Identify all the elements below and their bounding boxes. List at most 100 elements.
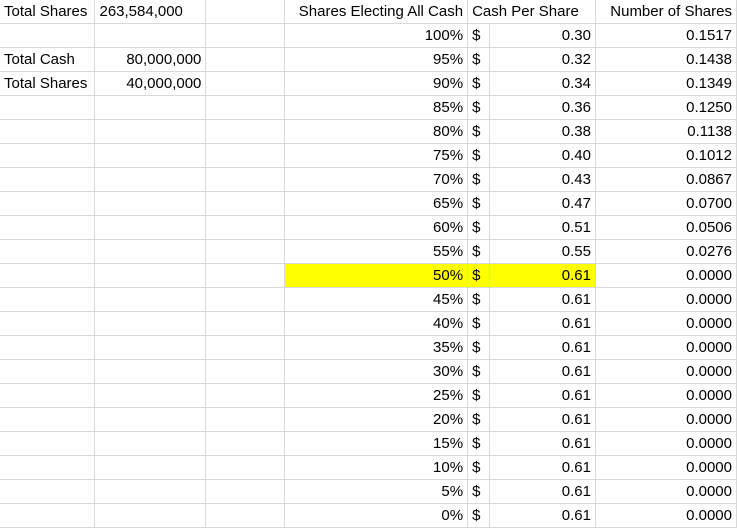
empty-cell[interactable] bbox=[94, 479, 207, 504]
total-cash-value[interactable]: 80,000,000 bbox=[94, 47, 207, 72]
currency-cell[interactable]: $ bbox=[467, 479, 491, 504]
pct-cell[interactable]: 45% bbox=[284, 287, 469, 312]
pct-cell[interactable]: 95% bbox=[284, 47, 469, 72]
empty-cell[interactable] bbox=[205, 407, 286, 432]
pct-cell[interactable]: 25% bbox=[284, 383, 469, 408]
number-of-shares-cell[interactable]: 0.0000 bbox=[595, 359, 737, 384]
cash-per-share-cell[interactable]: 0.61 bbox=[489, 311, 596, 336]
empty-cell[interactable] bbox=[94, 95, 207, 120]
empty-cell[interactable] bbox=[205, 239, 286, 264]
pct-cell[interactable]: 30% bbox=[284, 359, 469, 384]
empty-cell[interactable] bbox=[94, 503, 207, 528]
number-of-shares-cell[interactable]: 0.0000 bbox=[595, 503, 737, 528]
number-of-shares-cell[interactable]: 0.1438 bbox=[595, 47, 737, 72]
empty-cell[interactable] bbox=[205, 119, 286, 144]
empty-cell[interactable] bbox=[0, 503, 96, 528]
currency-cell[interactable]: $ bbox=[467, 215, 491, 240]
empty-cell[interactable] bbox=[0, 479, 96, 504]
cash-per-share-cell[interactable]: 0.61 bbox=[489, 263, 596, 288]
number-of-shares-cell[interactable]: 0.0000 bbox=[595, 287, 737, 312]
empty-cell[interactable] bbox=[0, 359, 96, 384]
pct-cell[interactable]: 100% bbox=[284, 23, 469, 48]
cash-per-share-cell[interactable]: 0.47 bbox=[489, 191, 596, 216]
empty-cell[interactable] bbox=[0, 95, 96, 120]
number-of-shares-cell[interactable]: 0.0000 bbox=[595, 455, 737, 480]
number-of-shares-cell[interactable]: 0.0000 bbox=[595, 383, 737, 408]
currency-cell[interactable]: $ bbox=[467, 167, 491, 192]
empty-cell[interactable] bbox=[205, 455, 286, 480]
total-shares-label[interactable]: Total Shares bbox=[0, 0, 96, 24]
empty-cell[interactable] bbox=[205, 23, 286, 48]
empty-cell[interactable] bbox=[0, 215, 96, 240]
cash-per-share-cell[interactable]: 0.61 bbox=[489, 335, 596, 360]
empty-cell[interactable] bbox=[0, 407, 96, 432]
empty-cell[interactable] bbox=[94, 167, 207, 192]
cash-per-share-cell[interactable]: 0.55 bbox=[489, 239, 596, 264]
empty-cell[interactable] bbox=[0, 239, 96, 264]
currency-cell[interactable]: $ bbox=[467, 263, 491, 288]
empty-cell[interactable] bbox=[94, 431, 207, 456]
empty-cell[interactable] bbox=[205, 167, 286, 192]
empty-cell[interactable] bbox=[94, 455, 207, 480]
number-of-shares-cell[interactable]: 0.0867 bbox=[595, 167, 737, 192]
total-shares2-value[interactable]: 40,000,000 bbox=[94, 71, 207, 96]
currency-cell[interactable]: $ bbox=[467, 407, 491, 432]
cash-per-share-cell[interactable]: 0.30 bbox=[489, 23, 596, 48]
empty-cell[interactable] bbox=[0, 431, 96, 456]
empty-cell[interactable] bbox=[0, 167, 96, 192]
number-of-shares-cell[interactable]: 0.0000 bbox=[595, 407, 737, 432]
number-of-shares-cell[interactable]: 0.0000 bbox=[595, 263, 737, 288]
currency-cell[interactable]: $ bbox=[467, 311, 491, 336]
cash-per-share-cell[interactable]: 0.61 bbox=[489, 455, 596, 480]
empty-cell[interactable] bbox=[0, 23, 96, 48]
cash-per-share-cell[interactable]: 0.61 bbox=[489, 383, 596, 408]
empty-cell[interactable] bbox=[205, 287, 286, 312]
empty-cell[interactable] bbox=[205, 143, 286, 168]
empty-cell[interactable] bbox=[94, 335, 207, 360]
cash-per-share-cell[interactable]: 0.61 bbox=[489, 287, 596, 312]
cash-per-share-cell[interactable]: 0.61 bbox=[489, 407, 596, 432]
empty-cell[interactable] bbox=[94, 287, 207, 312]
cash-per-share-cell[interactable]: 0.51 bbox=[489, 215, 596, 240]
pct-cell[interactable]: 75% bbox=[284, 143, 469, 168]
empty-cell[interactable] bbox=[205, 215, 286, 240]
pct-cell[interactable]: 65% bbox=[284, 191, 469, 216]
empty-cell[interactable] bbox=[0, 263, 96, 288]
currency-cell[interactable]: $ bbox=[467, 95, 491, 120]
empty-cell[interactable] bbox=[94, 359, 207, 384]
currency-cell[interactable]: $ bbox=[467, 287, 491, 312]
total-shares-value[interactable]: 263,584,000 bbox=[94, 0, 207, 24]
pct-cell[interactable]: 35% bbox=[284, 335, 469, 360]
number-of-shares-cell[interactable]: 0.0000 bbox=[595, 311, 737, 336]
pct-cell[interactable]: 80% bbox=[284, 119, 469, 144]
cash-per-share-cell[interactable]: 0.34 bbox=[489, 71, 596, 96]
empty-cell[interactable] bbox=[0, 191, 96, 216]
cash-per-share-cell[interactable]: 0.43 bbox=[489, 167, 596, 192]
number-of-shares-cell[interactable]: 0.0276 bbox=[595, 239, 737, 264]
empty-cell[interactable] bbox=[94, 215, 207, 240]
cash-per-share-cell[interactable]: 0.61 bbox=[489, 479, 596, 504]
currency-cell[interactable]: $ bbox=[467, 239, 491, 264]
empty-cell[interactable] bbox=[0, 143, 96, 168]
empty-cell[interactable] bbox=[205, 335, 286, 360]
empty-cell[interactable] bbox=[205, 311, 286, 336]
empty-cell[interactable] bbox=[205, 47, 286, 72]
currency-cell[interactable]: $ bbox=[467, 335, 491, 360]
empty-cell[interactable] bbox=[205, 71, 286, 96]
pct-cell[interactable]: 60% bbox=[284, 215, 469, 240]
currency-cell[interactable]: $ bbox=[467, 503, 491, 528]
empty-cell[interactable] bbox=[94, 263, 207, 288]
pct-cell[interactable]: 15% bbox=[284, 431, 469, 456]
empty-cell[interactable] bbox=[0, 455, 96, 480]
total-shares2-label[interactable]: Total Shares bbox=[0, 71, 96, 96]
empty-cell[interactable] bbox=[205, 95, 286, 120]
number-of-shares-cell[interactable]: 0.0000 bbox=[595, 479, 737, 504]
number-of-shares-cell[interactable]: 0.1349 bbox=[595, 71, 737, 96]
empty-cell[interactable] bbox=[0, 287, 96, 312]
pct-cell[interactable]: 85% bbox=[284, 95, 469, 120]
empty-cell[interactable] bbox=[205, 503, 286, 528]
empty-cell[interactable] bbox=[94, 143, 207, 168]
number-of-shares-cell[interactable]: 0.1517 bbox=[595, 23, 737, 48]
empty-cell[interactable] bbox=[205, 191, 286, 216]
empty-cell[interactable] bbox=[205, 0, 286, 24]
